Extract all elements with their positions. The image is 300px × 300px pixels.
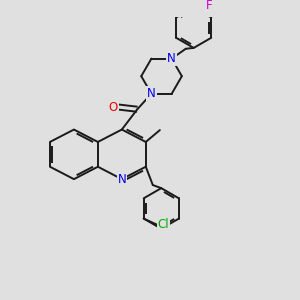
Text: N: N: [147, 87, 156, 100]
Text: Cl: Cl: [158, 218, 169, 231]
Text: F: F: [206, 0, 212, 12]
Text: N: N: [117, 172, 126, 186]
Text: O: O: [109, 100, 118, 113]
Text: N: N: [167, 52, 176, 65]
